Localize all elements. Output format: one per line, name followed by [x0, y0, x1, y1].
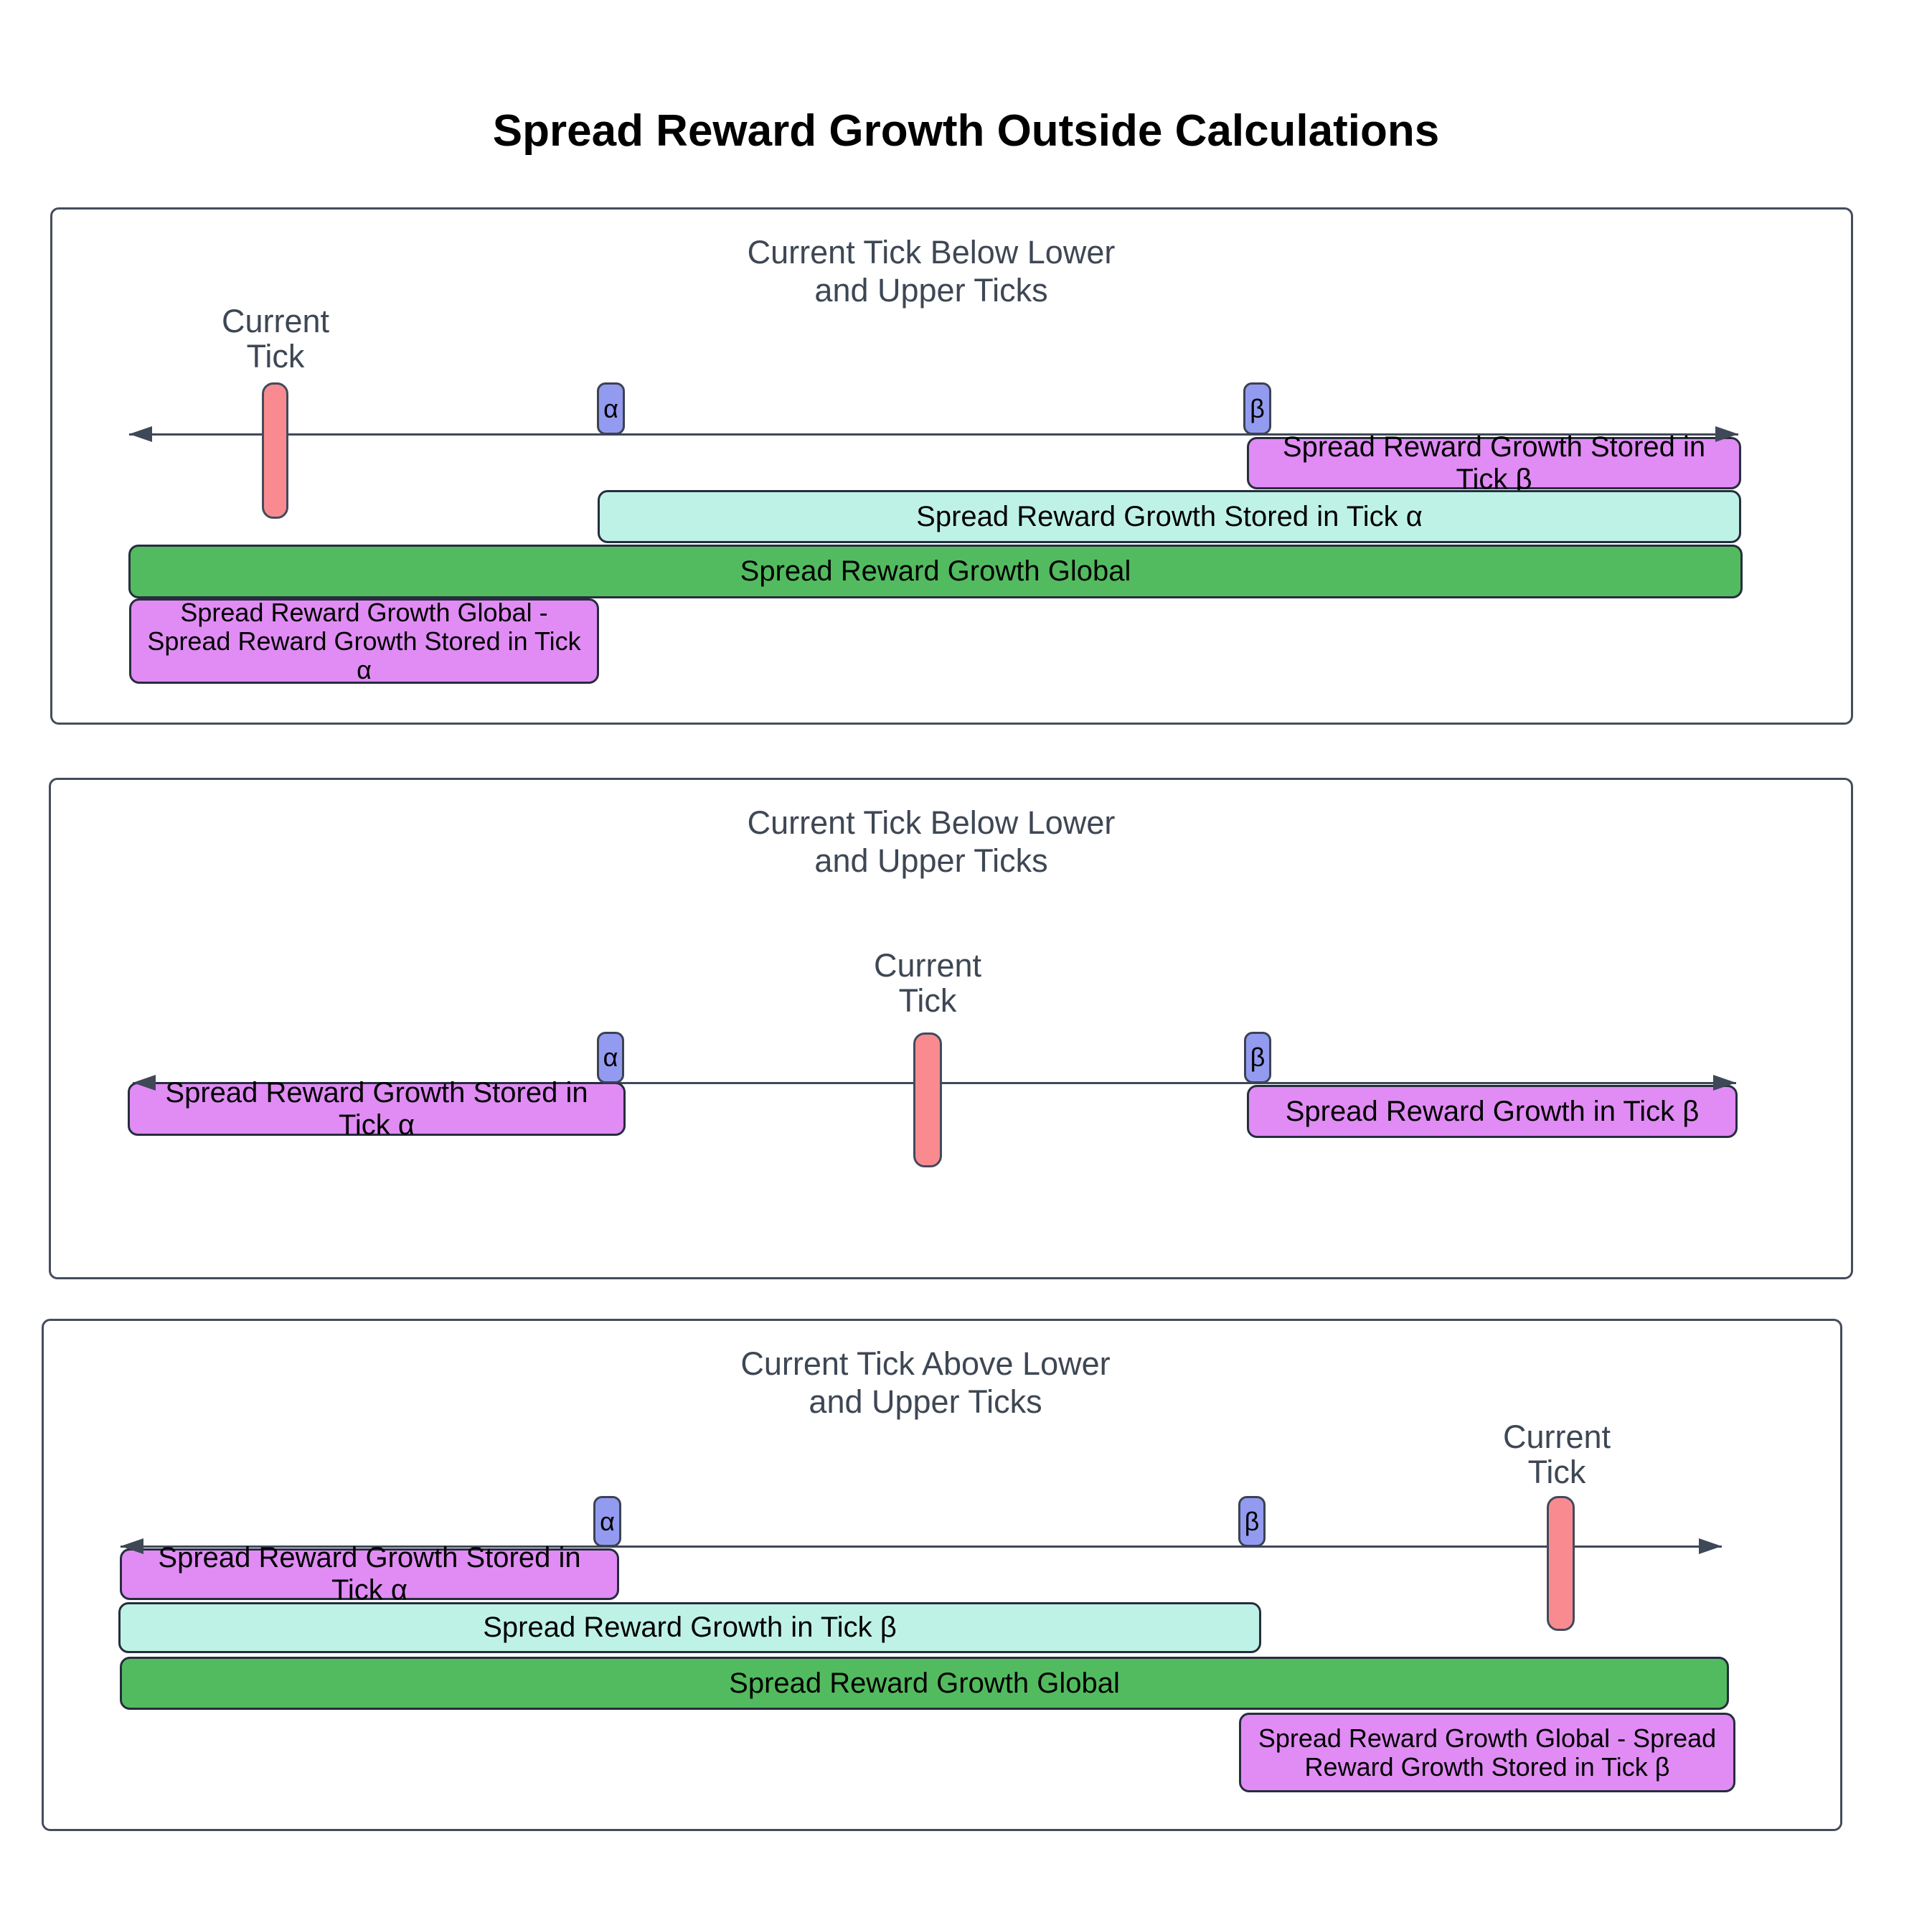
panel-1-alpha-tick-marker: α [597, 382, 625, 435]
panel-2-heading-line1: Current Tick Below Lower [747, 804, 1116, 841]
panel-1-axis-line [129, 433, 1738, 436]
panel-1-heading: Current Tick Below Lower and Upper Ticks [572, 233, 1290, 309]
panel-1-beta-tick-marker: β [1243, 382, 1271, 435]
panel-2-bar-in-tick-beta: Spread Reward Growth in Tick β [1247, 1085, 1738, 1138]
panel-1-heading-line1: Current Tick Below Lower [747, 234, 1116, 270]
panel-2-current-tick-label: Current Tick [873, 947, 982, 1019]
panel-3-heading-line1: Current Tick Above Lower [740, 1345, 1111, 1382]
panel-3-bar-global-minus-stored-beta: Spread Reward Growth Global - Spread Rew… [1239, 1713, 1735, 1792]
panel-3-bar-in-tick-beta: Spread Reward Growth in Tick β [118, 1602, 1261, 1653]
panel-1-arrowhead-right-icon [1715, 426, 1738, 442]
panel-1-bar-global: Spread Reward Growth Global [128, 545, 1743, 598]
panel-1-current-tick-label: Current Tick [221, 303, 330, 375]
panel-1-arrowhead-left-icon [129, 426, 152, 442]
panel-2-bar-stored-in-tick-alpha: Spread Reward Growth Stored in Tick α [128, 1077, 626, 1141]
panel-1-heading-line2: and Upper Ticks [814, 272, 1048, 309]
panel-2-beta-tick-marker: β [1244, 1032, 1271, 1083]
panel-3-bar-stored-in-tick-alpha: Spread Reward Growth Stored in Tick α [120, 1542, 619, 1606]
panel-1-bar-global-minus-stored-alpha: Spread Reward Growth Global - Spread Rew… [129, 598, 599, 684]
panel-2-arrowhead-right-icon [1713, 1075, 1736, 1091]
panel-3-arrowhead-left-icon [121, 1538, 143, 1554]
panel-3-arrowhead-right-icon [1699, 1538, 1722, 1554]
panel-2-heading: Current Tick Below Lower and Upper Ticks [572, 804, 1290, 880]
panel-3-heading-line2: and Upper Ticks [809, 1383, 1042, 1420]
panel-3-current-tick-marker [1547, 1496, 1575, 1631]
panel-2-current-tick-marker [913, 1032, 942, 1167]
panel-3-axis-line [121, 1546, 1722, 1548]
panel-1-bar-stored-in-tick-alpha: Spread Reward Growth Stored in Tick α [598, 490, 1741, 543]
panel-2-arrowhead-left-icon [133, 1075, 156, 1091]
panel-3-current-tick-label: Current Tick [1502, 1419, 1611, 1490]
panel-3-heading: Current Tick Above Lower and Upper Ticks [567, 1345, 1284, 1421]
panel-3-bar-global: Spread Reward Growth Global [120, 1657, 1729, 1710]
panel-3-alpha-tick-marker: α [593, 1496, 621, 1547]
panel-3-beta-tick-marker: β [1238, 1496, 1266, 1547]
panel-2-alpha-tick-marker: α [597, 1032, 624, 1083]
panel-2-heading-line2: and Upper Ticks [814, 842, 1048, 879]
page-title: Spread Reward Growth Outside Calculation… [492, 106, 1440, 156]
panel-1-bar-stored-in-tick-beta: Spread Reward Growth Stored in Tick β [1247, 431, 1741, 495]
panel-1-current-tick-marker [262, 382, 288, 519]
panel-current-tick-between-2 [49, 778, 1853, 1279]
